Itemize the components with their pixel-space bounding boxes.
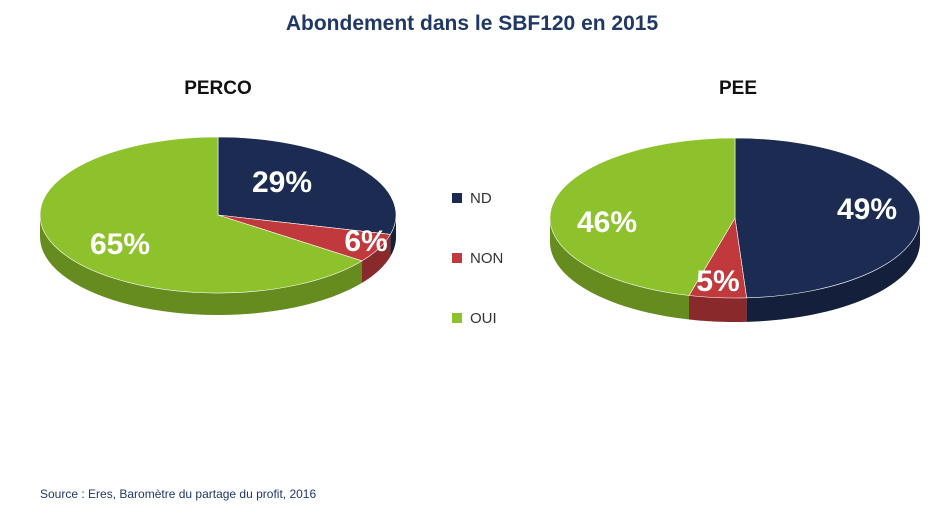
legend-swatch-non [452,253,462,263]
legend-item-oui: OUI [452,288,503,348]
pie-slice-nd [734,137,921,299]
data-label-oui: 65% [90,228,150,261]
legend-item-nd: ND [452,168,503,228]
pie-side-non [362,234,391,283]
perco-pie: 29% 6% 65% [39,136,397,315]
pie-side-oui [550,218,689,320]
pie-side-oui [40,215,363,315]
pie-side-nd [746,218,920,322]
chart-main-title: Abondement dans le SBF120 en 2015 [285,12,659,35]
legend-item-non: NON [452,228,503,288]
source-note: Source : Eres, Baromètre du partage du p… [40,487,317,501]
pie-slice-nd [217,136,397,235]
legend-swatch-nd [452,193,462,203]
data-label-oui: 46% [577,206,637,239]
data-label-non: 6% [344,225,387,258]
pie-slice-oui [39,136,363,294]
pee-pie: 49% 5% 46% [549,137,921,322]
legend-label-non: NON [470,249,504,267]
data-label-nd: 49% [837,193,897,226]
pie-slice-oui [549,137,736,296]
data-label-nd: 29% [252,166,312,199]
legend-swatch-oui [452,313,462,323]
legend: ND NON OUI [452,168,503,348]
perco-chart-title: PERCO [184,78,252,99]
legend-label-oui: OUI [470,309,497,327]
pie-side-non [688,295,747,322]
data-label-non: 5% [696,265,739,298]
legend-label-nd: ND [470,189,492,207]
pee-chart-title: PEE [718,78,758,99]
